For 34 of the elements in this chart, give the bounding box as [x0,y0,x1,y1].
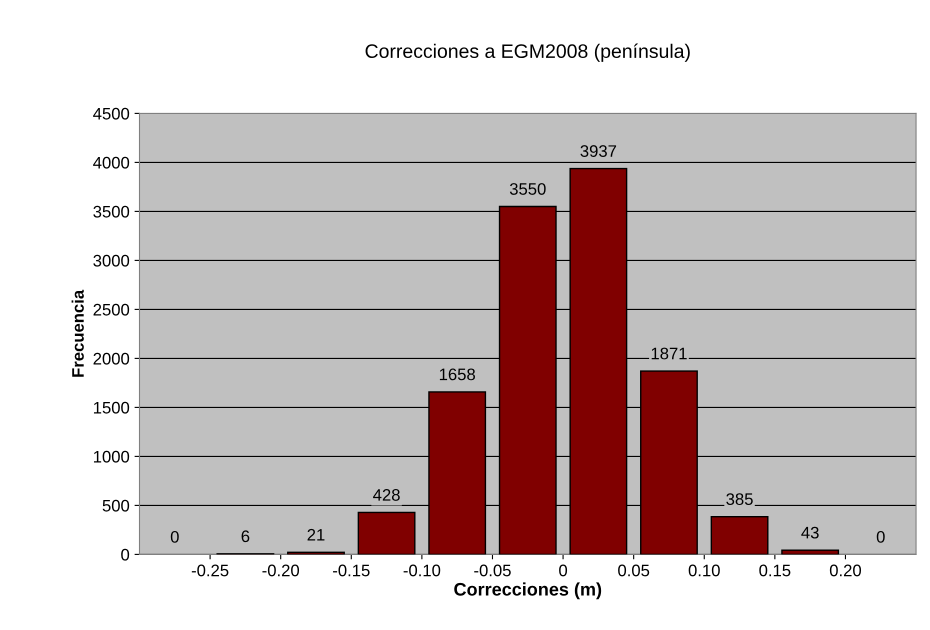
y-tick-label: 3500 [93,206,130,218]
y-tick-label: 1500 [94,402,130,414]
data-label: 43 [801,526,819,539]
x-tick-label: 0 [559,564,568,576]
data-label: 21 [308,528,324,541]
x-tick-label: 0.05 [618,564,650,576]
x-axis-title: Correcciones (m) [454,582,602,600]
data-label: 3937 [580,145,616,157]
y-tick-label: 4500 [93,108,130,120]
x-tick-label: -0.05 [474,564,511,576]
x-tick-label: 0.20 [830,564,862,576]
x-tick-label: 0.10 [688,564,720,576]
y-tick-label: 2500 [94,304,130,316]
y-tick-label: 1000 [94,450,130,463]
y-tick-label: 2000 [94,352,130,365]
x-tick-label: -0.25 [192,564,228,576]
y-tick-label: 4000 [93,156,130,169]
y-tick-label: 500 [102,500,130,512]
x-tick-label: -0.10 [404,564,440,576]
chart-title: Correcciones a EGM2008 (península) [366,44,690,62]
x-tick-label: -0.20 [262,564,300,576]
data-label: 1658 [440,368,475,380]
data-label: 1871 [652,348,687,360]
data-label: 0 [170,530,179,543]
y-axis-title: Frecuencia [72,290,84,377]
data-label: 428 [373,489,400,501]
y-tick-label: 0 [121,548,130,561]
y-tick-label: 3000 [93,254,130,267]
x-tick-label: 0.15 [759,564,790,576]
data-label: 0 [876,530,885,543]
data-label: 3550 [510,183,546,195]
x-tick-label: -0.15 [333,564,370,576]
data-label: 385 [726,493,753,506]
data-label: 6 [242,530,250,542]
